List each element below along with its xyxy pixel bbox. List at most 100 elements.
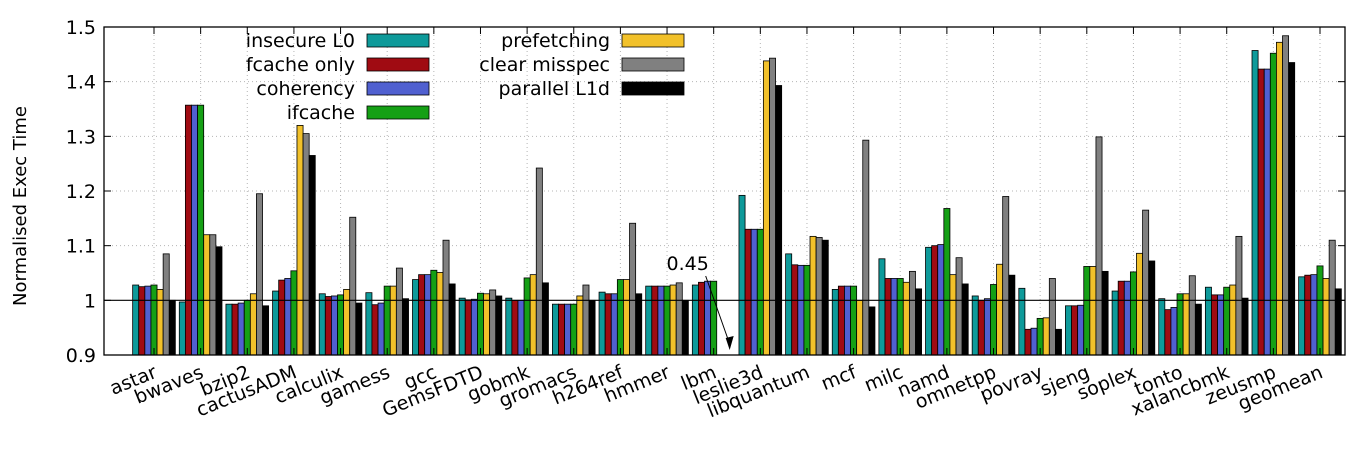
bar [651,285,659,356]
bar [1048,278,1056,356]
bar [1188,275,1196,356]
bar [1024,328,1032,356]
bar [225,303,233,356]
bar [977,299,985,356]
bar [896,278,904,356]
bar [1117,280,1125,356]
legend-label: parallel L1d [499,78,610,100]
y-tick-label: 1.1 [66,236,96,258]
y-axis-label: Normalised Exec Time [10,106,31,306]
bar [809,235,817,356]
bar [511,299,519,356]
bar [955,257,963,356]
bar [570,303,578,356]
bar [704,280,712,356]
bar [762,60,770,356]
bar [302,133,310,356]
bar [349,216,357,356]
y-tick-label: 1.2 [66,181,96,203]
bar [430,269,438,356]
bar [698,281,705,356]
bar [868,306,876,356]
bar [308,155,316,356]
bar [1077,304,1085,356]
bar [675,282,683,356]
bar [750,228,758,356]
bar [365,292,373,356]
bar [262,305,270,356]
bar [529,274,537,356]
bar [1071,305,1079,356]
bar [132,284,140,356]
bar [237,302,245,356]
bar [925,246,933,356]
bar [663,285,671,356]
bar [844,285,851,356]
bar [1276,41,1283,356]
bar [1288,62,1296,356]
bar [943,208,951,356]
bar [1095,136,1103,356]
bar [1211,294,1218,356]
bar [517,299,525,356]
bar [395,267,403,356]
bar [337,294,345,356]
bar [915,288,922,356]
bar [669,284,677,356]
bar [1182,293,1190,356]
bar [424,274,432,356]
bar [744,228,752,356]
bar [1129,271,1137,356]
bar [971,295,979,356]
bar [1204,286,1212,356]
bar [290,270,298,356]
bar [1310,274,1318,356]
bar [1065,305,1072,356]
bar [850,285,858,356]
bar [203,234,211,356]
bar [318,293,326,356]
bar [775,85,783,356]
bar [1334,288,1342,356]
bar [791,264,799,356]
grid [104,27,1345,355]
bar [448,283,456,356]
bar [209,234,217,356]
bar [523,277,531,356]
bar [756,228,764,356]
bar [1042,317,1050,356]
y-tick-label: 1.3 [66,126,96,148]
bar [1158,298,1166,356]
bar [635,293,643,356]
bar [908,270,916,356]
bar [1263,68,1271,356]
bar [331,295,338,356]
bar [156,288,164,356]
bar [837,285,845,356]
bar [582,284,590,356]
bar [645,285,653,356]
bar [1164,309,1172,356]
legend-swatch [366,105,430,120]
bar [1194,303,1202,356]
bar [1123,280,1131,356]
bar [983,298,991,356]
bar [284,278,292,356]
bar [878,258,886,356]
legend-swatch [621,81,685,96]
bar [505,297,513,356]
bar [1298,276,1306,356]
bar [184,104,192,356]
legend-swatch [366,57,430,72]
bar [949,274,957,356]
bar [1089,266,1097,356]
bar [738,194,746,356]
bar [178,301,186,356]
bar [558,303,566,356]
y-axis-ticks: 0.9 1 1.1 1.2 1.3 1.4 1.5 [66,17,96,367]
bar [1217,294,1225,356]
bar [436,272,444,356]
